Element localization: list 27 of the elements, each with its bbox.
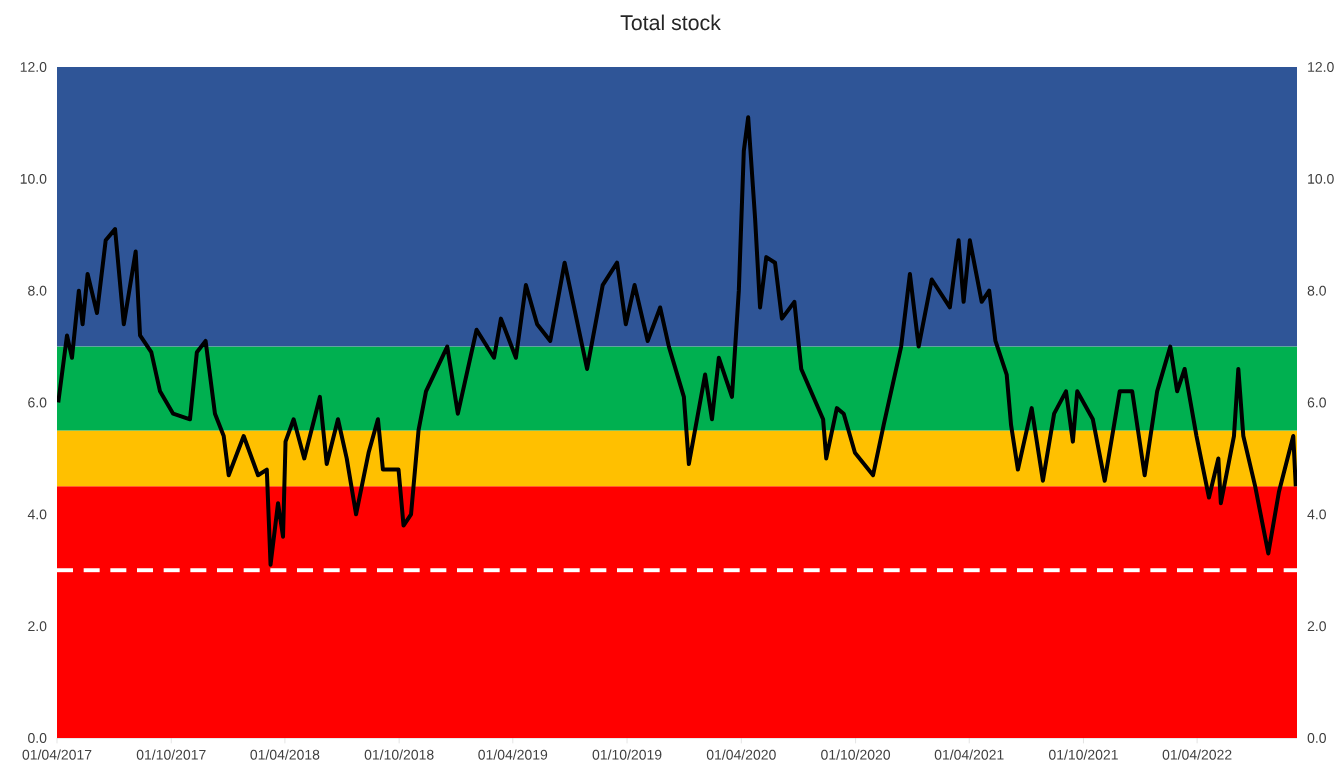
x-tick-label: 01/04/2019: [478, 749, 548, 760]
y2-tick-label: 10.0: [1308, 173, 1334, 184]
y-tick-label: 10.0: [20, 173, 47, 184]
x-tick-label: 01/04/2017: [22, 749, 92, 760]
line-series: [57, 115, 1298, 567]
x-tick-label: 01/04/2021: [934, 749, 1004, 760]
x-tick-label: 01/04/2018: [250, 749, 320, 760]
x-tick-label: 01/04/2022: [1162, 749, 1232, 760]
y-tick-label: 0.0: [28, 733, 47, 743]
y-tick-label: 8.0: [28, 285, 47, 296]
chart-title: Total stock: [620, 14, 721, 31]
x-tick-label: 01/10/2021: [1048, 749, 1118, 760]
y2-tick-label: 2.0: [1307, 621, 1326, 632]
y2-tick-label: 4.0: [1307, 509, 1326, 520]
y2-tick-label: 12.0: [1308, 62, 1334, 72]
y-tick-label: 2.0: [28, 621, 47, 632]
y-tick-label: 12.0: [20, 62, 47, 72]
x-tick-label: 01/04/2020: [706, 749, 776, 760]
x-tick-label: 01/10/2019: [592, 749, 662, 760]
y2-tick-label: 0.0: [1307, 733, 1326, 743]
y-tick-label: 4.0: [27, 509, 47, 520]
y2-tick-label: 6.0: [1307, 397, 1326, 408]
y-tick-label: 6.0: [28, 397, 47, 408]
x-tick-label: 01/10/2020: [821, 749, 891, 760]
x-tick-label: 01/10/2017: [136, 749, 206, 760]
x-tick-label: 01/10/2018: [364, 749, 434, 760]
y2-tick-label: 8.0: [1307, 285, 1326, 296]
